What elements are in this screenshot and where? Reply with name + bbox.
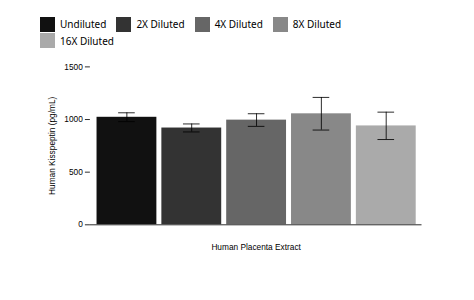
html-text:2X Diluted: 2X Diluted <box>136 17 185 32</box>
html-text:4X Diluted: 4X Diluted <box>214 17 263 32</box>
html-text:16X Diluted: 16X Diluted <box>60 33 114 48</box>
svg-text:Human Placenta Extract: Human Placenta Extract <box>211 242 301 252</box>
svg-text:0: 0 <box>78 219 83 229</box>
svg-text:500: 500 <box>69 167 83 177</box>
html-text:8X Diluted: 8X Diluted <box>292 17 342 32</box>
html-text:Undiluted: Undiluted <box>60 17 107 32</box>
svg-text:1500: 1500 <box>64 62 83 72</box>
svg-text:Human Kisspeptin (pg/mL): Human Kisspeptin (pg/mL) <box>47 97 57 195</box>
svg-text:1000: 1000 <box>64 114 83 124</box>
